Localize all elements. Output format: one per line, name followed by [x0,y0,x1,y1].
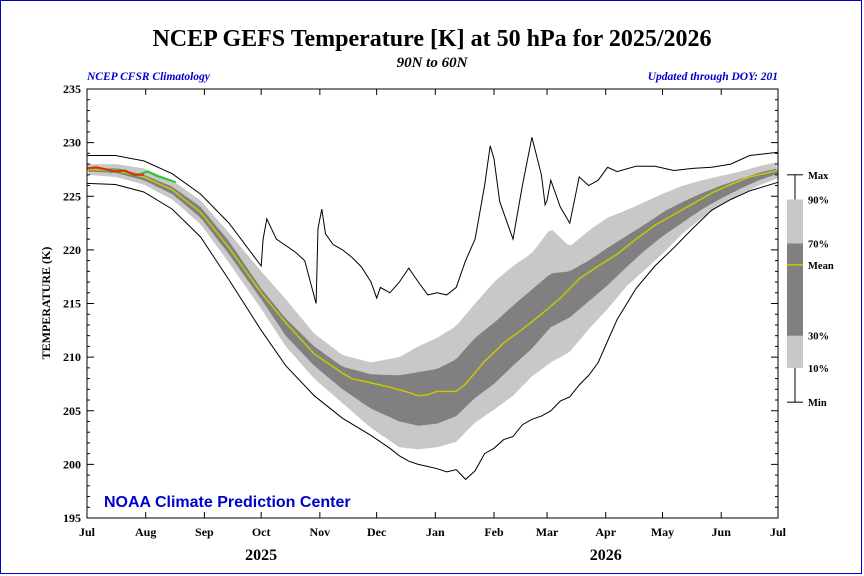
chart-subtitle: 90N to 60N [397,55,469,71]
x-tick-label: Jul [79,525,96,539]
legend-label: Max [808,171,829,182]
year-label: 2026 [590,547,622,564]
y-axis-label: TEMPERATURE (K) [39,247,53,360]
y-tick-label: 210 [63,350,81,364]
legend-label: 10% [808,364,829,375]
legend-label: 70% [808,239,829,250]
y-tick-label: 235 [63,82,81,96]
climatology-note: NCEP CFSR Climatology [86,71,211,83]
y-tick-label: 200 [63,457,81,471]
x-axis: Jul Aug Sep Oct Nov Dec Jan Feb Mar Apr May Jun Jul 2… [79,89,787,564]
legend-band-30-70 [787,243,803,336]
y-tick-label: 195 [63,511,81,525]
x-tick-label: Mar [536,525,559,539]
x-tick-label: Jan [426,525,445,539]
x-tick-label: Feb [484,525,504,539]
max-line [87,137,779,304]
x-tick-label: Dec [367,525,387,539]
x-tick-label: Aug [135,525,156,539]
legend-label: 30% [808,332,829,343]
x-tick-label: May [651,525,674,539]
x-tick-label: Oct [252,525,271,539]
x-tick-label: Sep [195,525,214,539]
legend-label: Mean [808,261,834,272]
y-tick-label: 225 [63,189,81,203]
updated-note: Updated through DOY: 201 [648,71,778,83]
x-tick-label: Jun [712,525,732,539]
y-tick-label: 230 [63,136,81,150]
legend-label: 90% [808,195,829,206]
x-tick-label: Nov [310,525,331,539]
credit-label: NOAA Climate Prediction Center [104,494,351,511]
y-tick-label: 205 [63,404,81,418]
mean-line [86,168,779,397]
y-axis: 195 200 205 210 215 220 225 230 235 [63,82,778,525]
y-tick-label: 220 [63,243,81,257]
min-line [86,181,779,481]
legend: Max 90% 70% Mean 30% 10% Min [787,171,834,409]
band-10-90-percentile [87,162,778,450]
x-tick-label: Jul [770,525,787,539]
forecast-line [109,168,177,184]
year-label: 2025 [245,547,277,564]
y-tick-label: 215 [63,297,81,311]
legend-label: Min [808,398,827,409]
plot-area: Jul Aug Sep Oct Nov Dec Jan Feb Mar Apr May Jun Jul 2… [63,82,787,564]
observed-line [86,166,144,176]
plot-background [87,89,778,518]
x-tick-label: Apr [595,525,616,539]
chart-title: NCEP GEFS Temperature [K] at 50 hPa for … [152,26,711,52]
